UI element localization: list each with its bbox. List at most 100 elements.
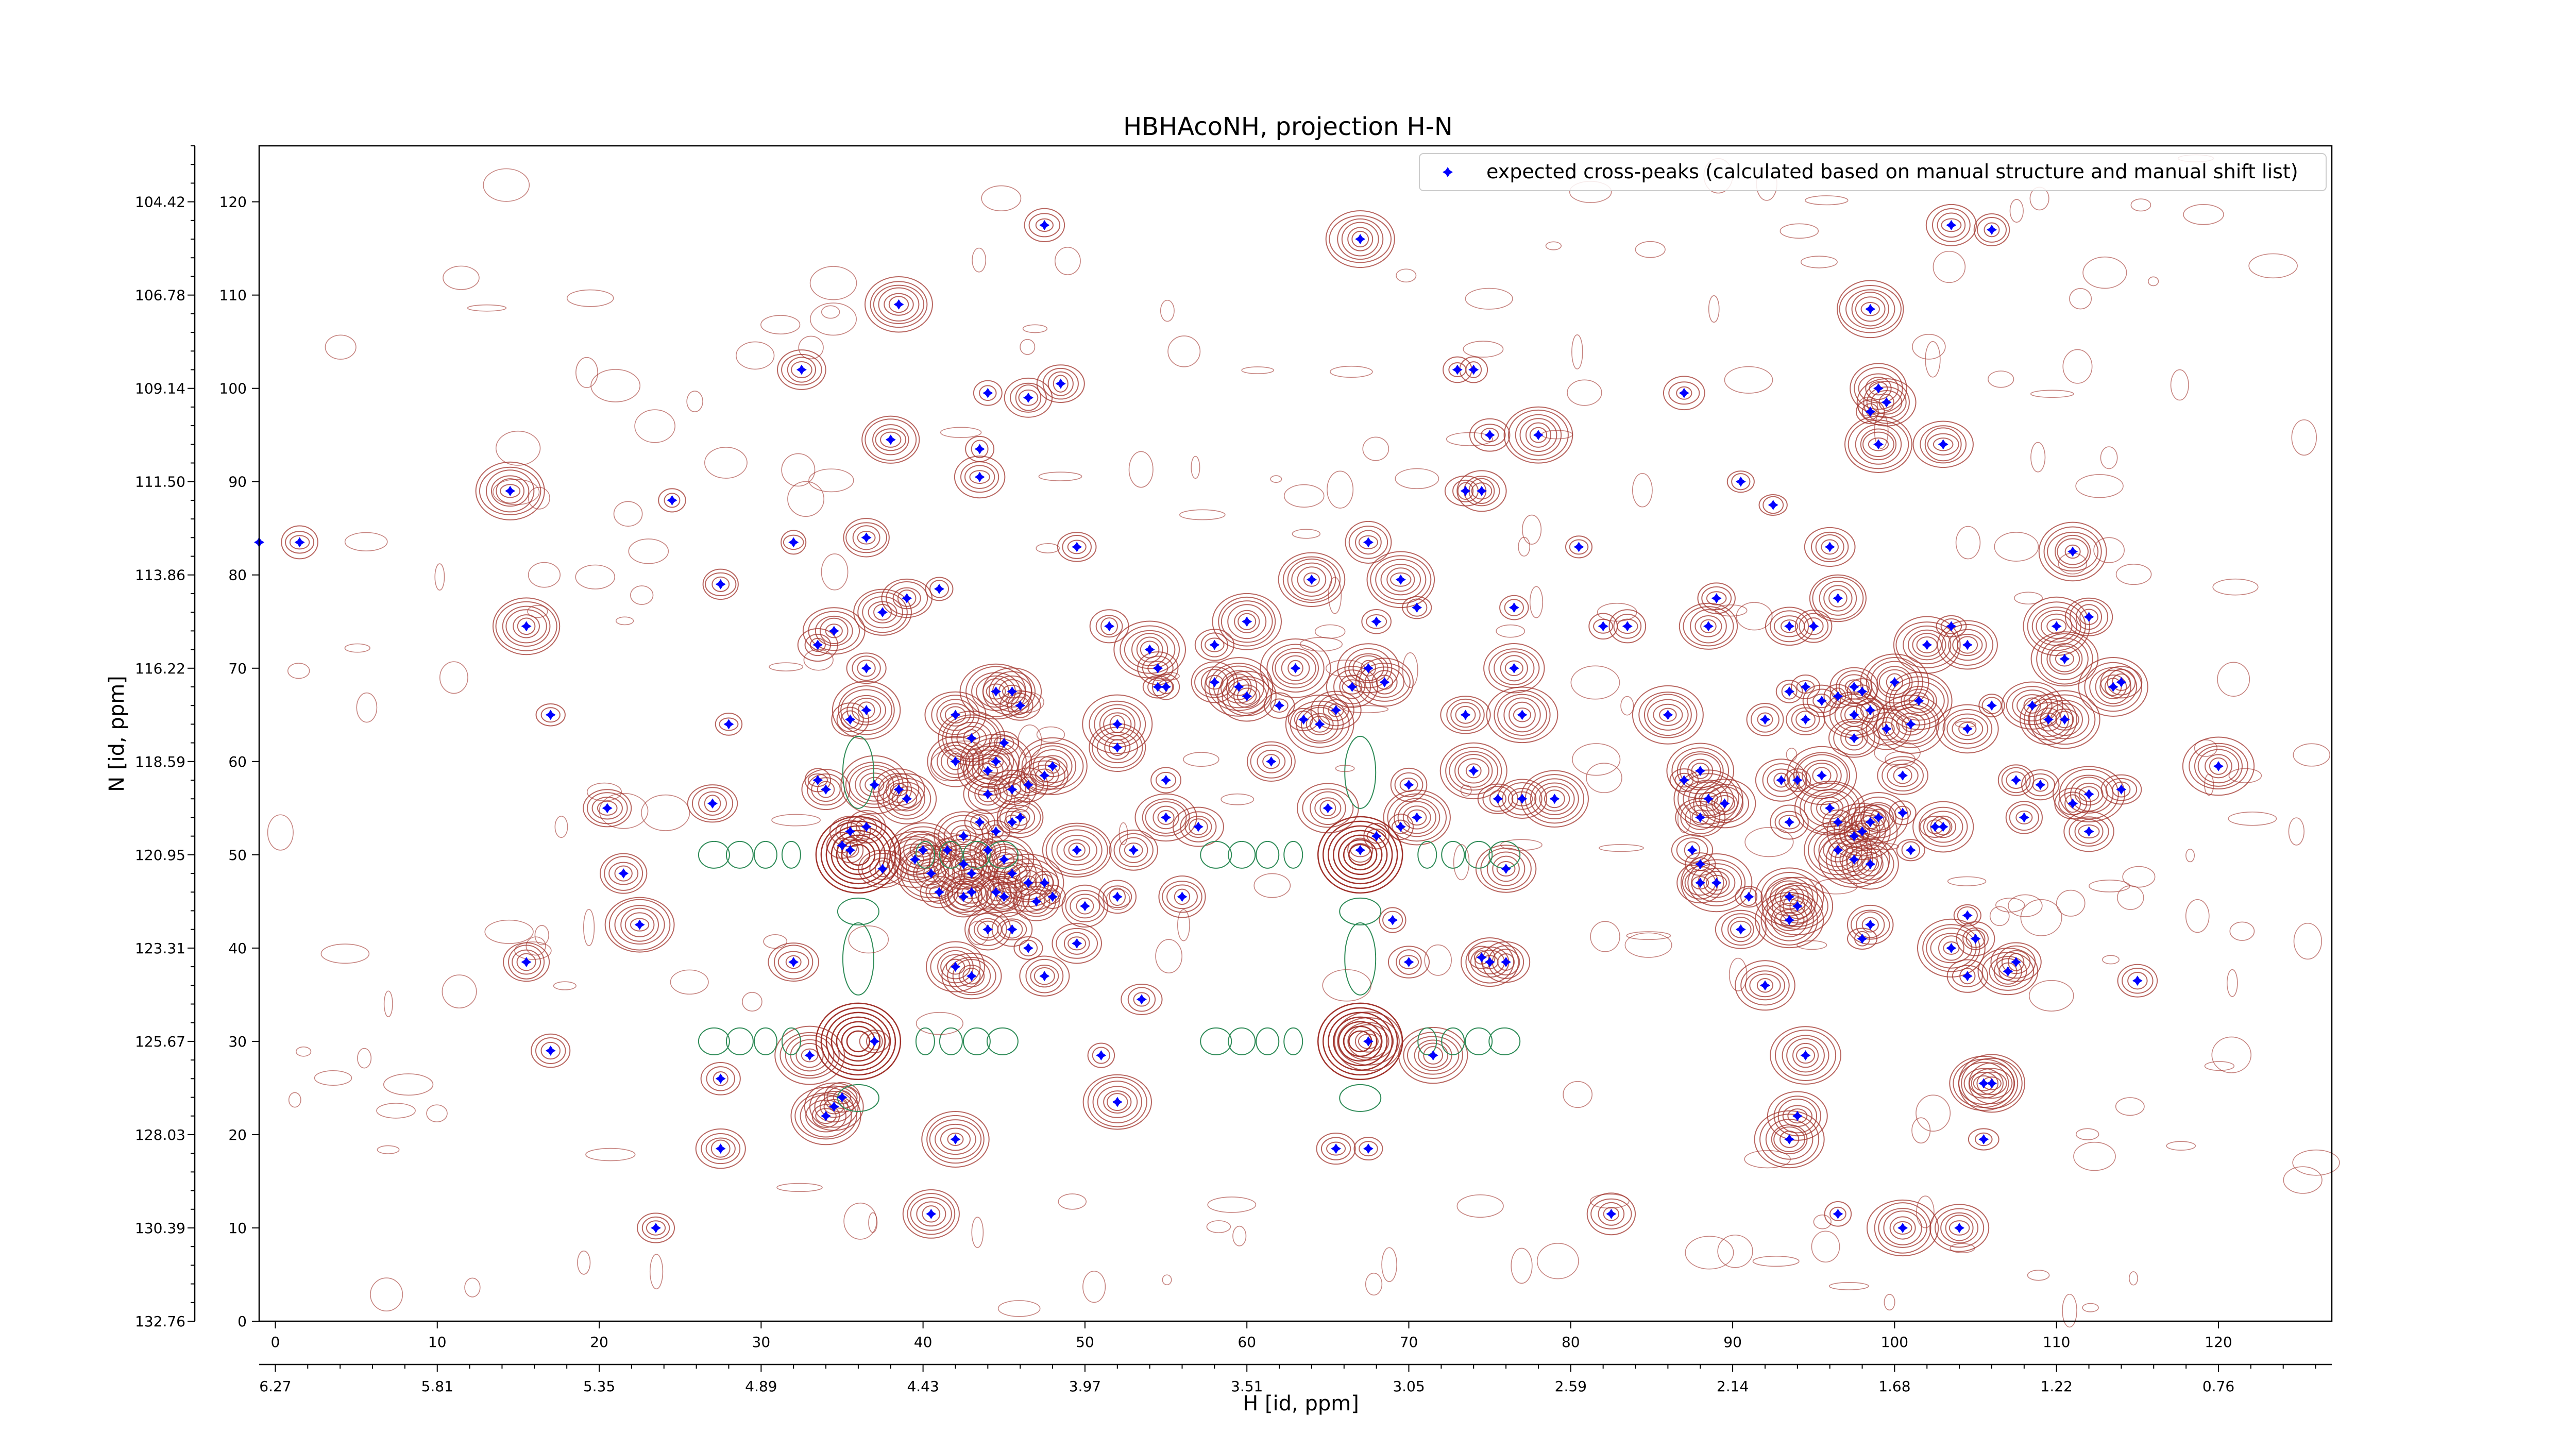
positive-contour [1829, 667, 1879, 707]
expected-cross-peak [1784, 621, 1795, 632]
positive-contour [505, 609, 547, 644]
expected-cross-peak [1962, 639, 1973, 650]
positive-contour [1250, 744, 1293, 779]
positive-contour [1754, 1110, 1825, 1169]
noise-contour [464, 1277, 481, 1298]
positive-contour [1901, 716, 1920, 732]
expected-cross-peak [1007, 868, 1018, 879]
expected-cross-peak [1711, 878, 1722, 888]
noise-contour [2170, 369, 2189, 401]
expected-cross-peak [1153, 682, 1163, 692]
expected-cross-peak [1072, 542, 1082, 552]
positive-contour [1039, 884, 1066, 909]
noise-contour [1328, 577, 1342, 614]
positive-contour [1287, 660, 1303, 677]
positive-contour [1968, 1062, 2015, 1105]
positive-contour [1147, 661, 1168, 676]
positive-contour [964, 809, 995, 835]
positive-contour [1860, 802, 1896, 833]
positive-contour [2020, 694, 2077, 745]
noise-contour [1177, 909, 1190, 941]
positive-contour [1653, 703, 1683, 726]
positive-contour [997, 918, 1027, 941]
noise-contour [1744, 1150, 1791, 1169]
positive-contour [704, 795, 721, 813]
positive-contour [1310, 690, 1362, 730]
positive-contour [1022, 889, 1050, 914]
positive-contour [2064, 544, 2081, 559]
noise-contour [484, 919, 534, 944]
positive-contour [2001, 950, 2031, 974]
positive-contour [2105, 778, 2138, 801]
positive-contour [1325, 210, 1395, 268]
positive-contour [1903, 688, 1935, 713]
expected-cross-peak [1865, 304, 1876, 314]
x-ppm-tick-label: 3.51 [1231, 1378, 1263, 1395]
negative-contour [837, 1084, 879, 1112]
expected-cross-peak [1007, 784, 1018, 795]
y-index-tick-label: 30 [228, 1033, 247, 1050]
contour-layer [267, 154, 2340, 1328]
positive-contour [1775, 680, 1803, 703]
noise-contour [1536, 1243, 1579, 1279]
positive-contour [1984, 222, 2000, 238]
legend-marker-symbol [1443, 167, 1453, 177]
expected-cross-peak [2132, 975, 2143, 986]
positive-contour [1056, 928, 1098, 959]
positive-contour [1690, 609, 1727, 644]
noise-contour [1811, 1231, 1840, 1263]
noise-contour [1989, 906, 2010, 926]
positive-contour [1771, 1124, 1808, 1155]
positive-contour [1809, 574, 1867, 622]
positive-contour [475, 461, 545, 520]
y-ppm-tick-label: 128.03 [135, 1126, 185, 1143]
positive-contour [2100, 774, 2142, 805]
positive-contour [831, 830, 886, 880]
noise-contour [630, 585, 654, 605]
noise-contour [1020, 339, 1036, 355]
noise-contour [1327, 470, 1354, 509]
positive-contour [597, 800, 618, 816]
positive-contour [1940, 1212, 1979, 1244]
positive-contour [2074, 819, 2104, 844]
positive-contour [1770, 1026, 1841, 1085]
positive-contour [1861, 856, 1879, 872]
positive-contour [1971, 1068, 2013, 1099]
positive-contour [1397, 801, 1436, 834]
positive-contour [781, 530, 807, 555]
expected-cross-peak [1096, 1050, 1107, 1061]
positive-contour [1894, 805, 1911, 820]
positive-contour [485, 469, 535, 513]
positive-contour [1228, 678, 1250, 696]
positive-contour [783, 534, 804, 550]
expected-cross-peak [828, 1101, 839, 1112]
positive-contour [1669, 768, 1699, 792]
positive-contour [998, 777, 1026, 802]
noise-contour [467, 304, 507, 312]
expected-cross-peak [1978, 1078, 1989, 1089]
noise-contour [1283, 484, 1325, 508]
positive-contour [1943, 941, 1960, 955]
positive-contour [1322, 820, 1398, 889]
positive-contour [1815, 534, 1844, 560]
negative-contour [781, 840, 801, 869]
expected-cross-peak [861, 663, 872, 673]
positive-contour [872, 424, 909, 456]
negative-contour [1256, 1027, 1280, 1055]
positive-contour [496, 478, 524, 504]
expected-cross-peak [1161, 775, 1172, 785]
positive-contour [1370, 555, 1432, 604]
positive-contour [1035, 768, 1054, 783]
positive-contour [861, 415, 920, 464]
positive-contour [1774, 884, 1804, 909]
positive-contour [1337, 643, 1400, 694]
noise-contour [2030, 390, 2074, 398]
negative-contour [753, 1027, 777, 1055]
expected-cross-peak [1023, 878, 1033, 888]
expected-cross-peak [1946, 220, 1957, 230]
noise-contour [1167, 335, 1201, 367]
positive-contour [1047, 371, 1074, 396]
expected-cross-peak [1112, 891, 1123, 902]
legend-box [1419, 153, 2327, 191]
positive-contour [1680, 753, 1721, 788]
